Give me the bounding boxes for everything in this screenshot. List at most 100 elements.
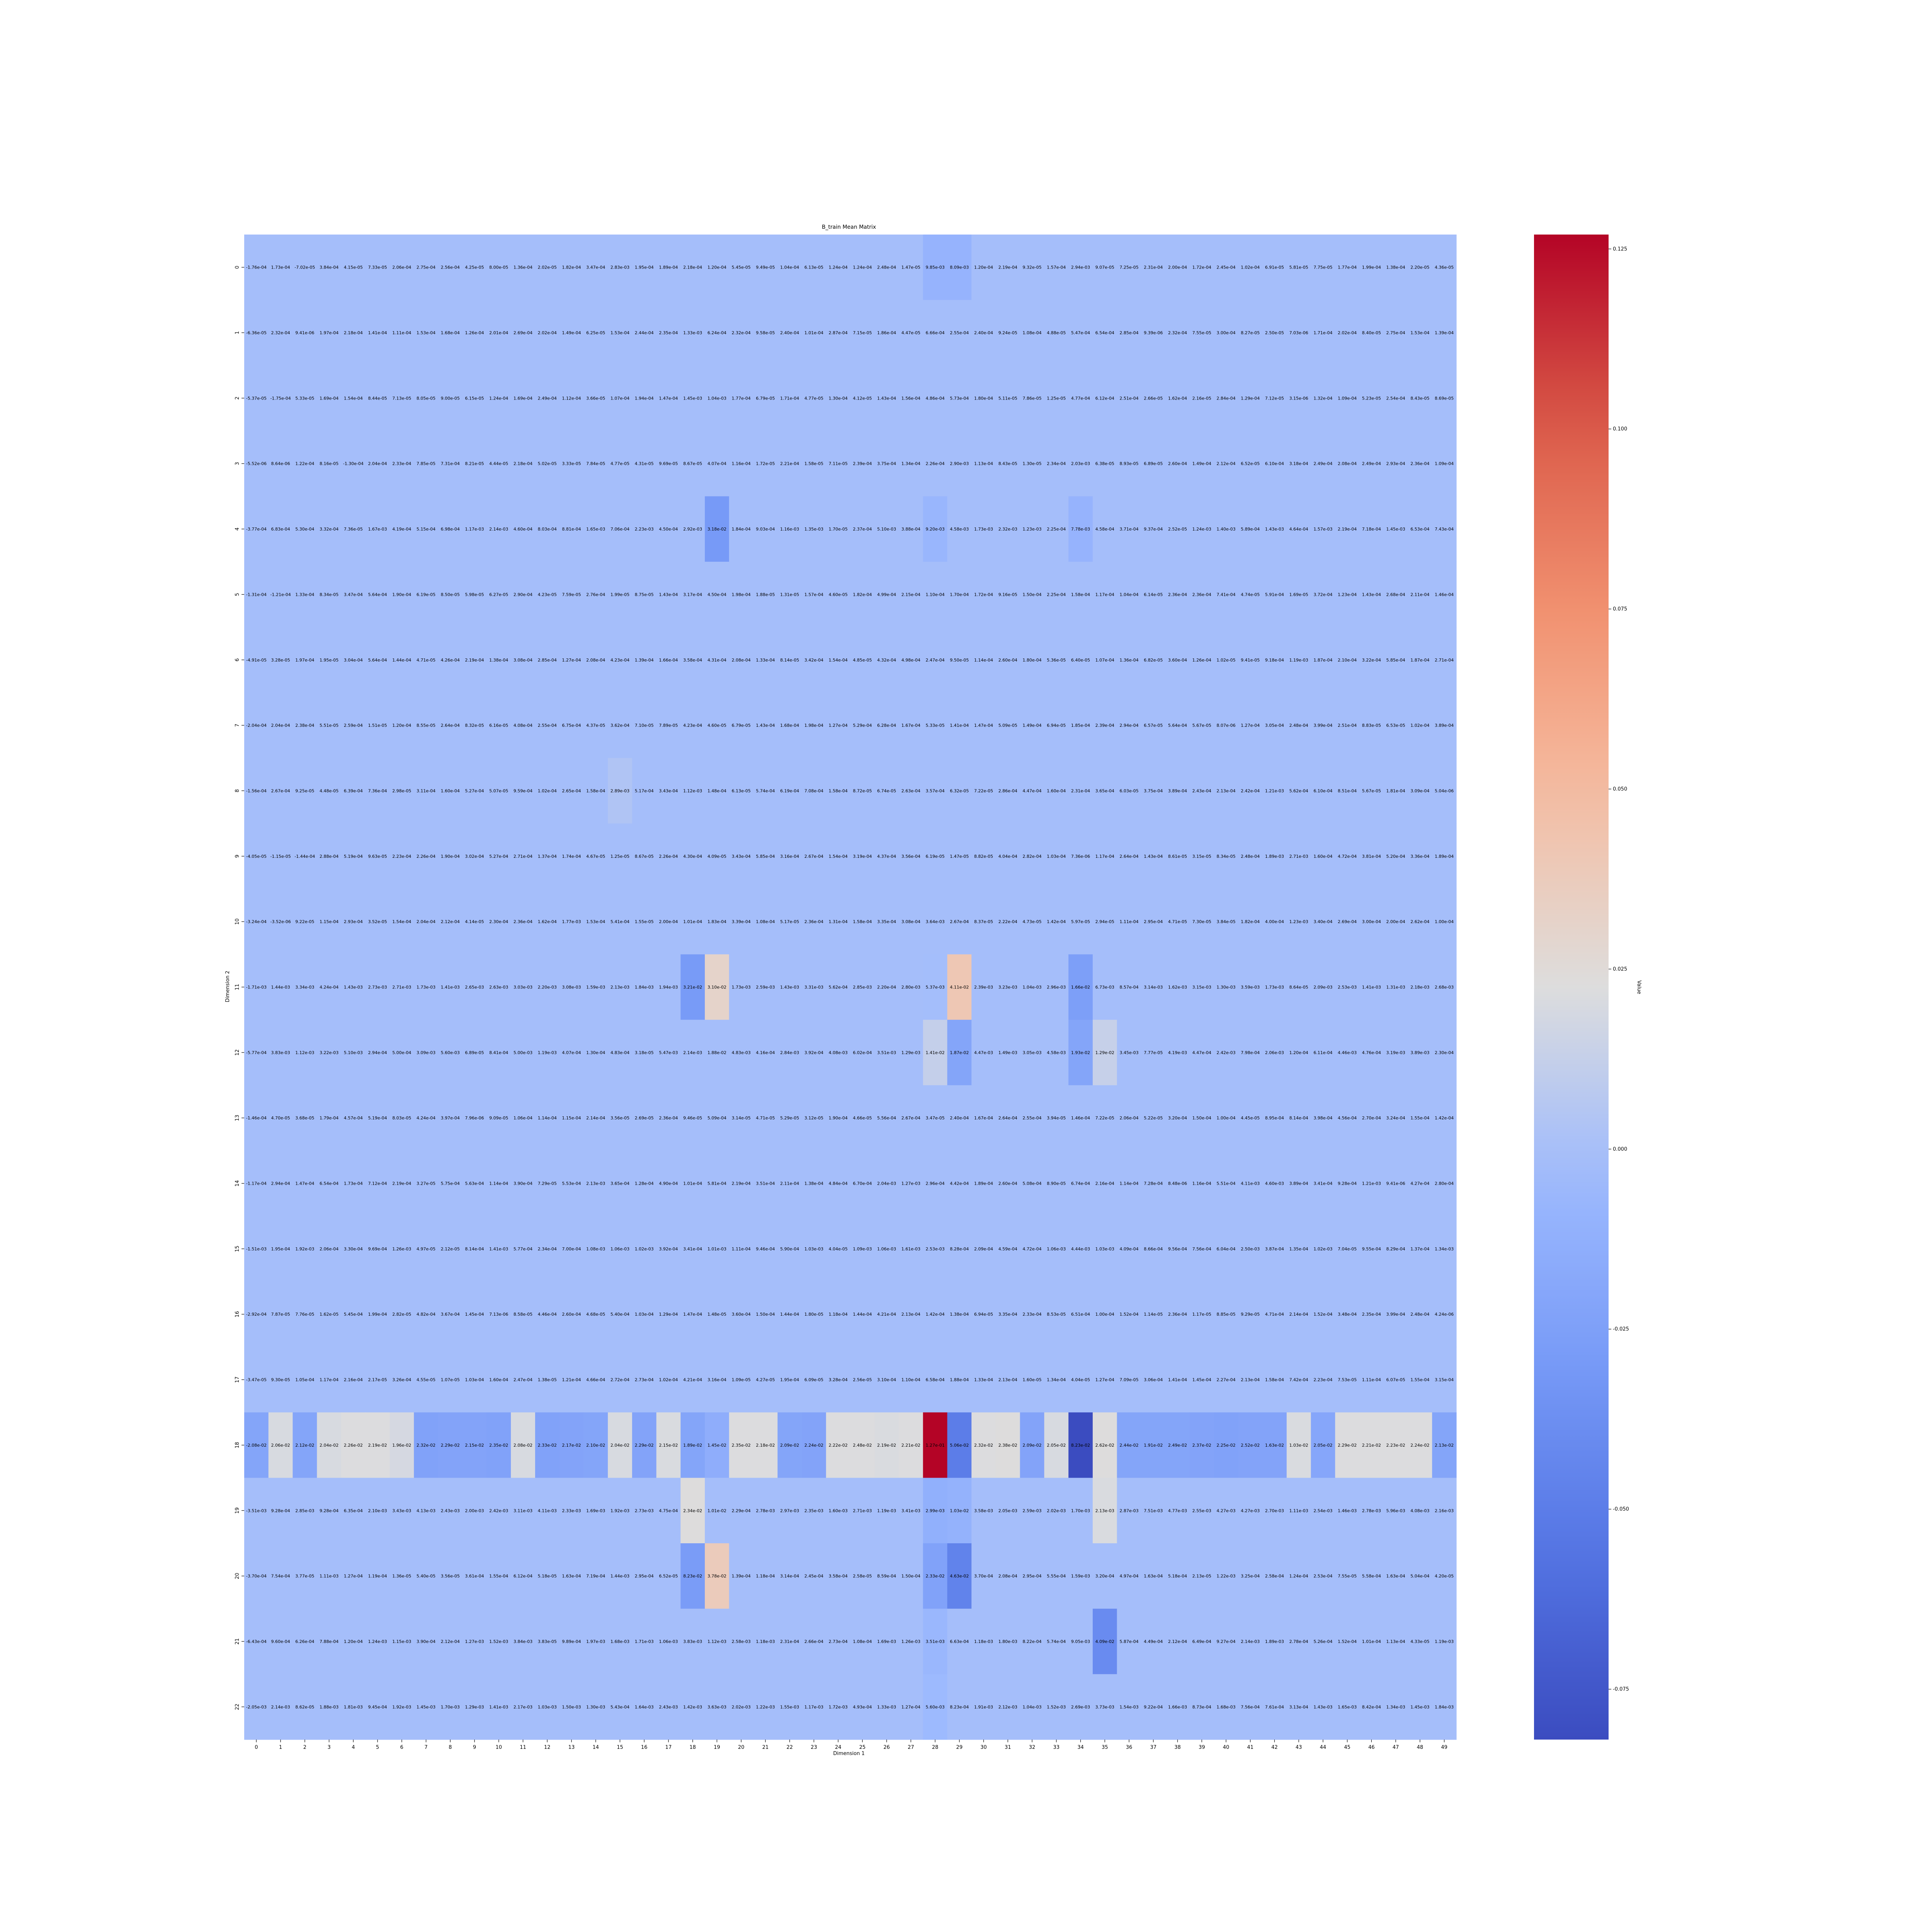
cell-annotation: 3.51e-03: [925, 1639, 944, 1644]
cell-annotation: 2.76e-04: [586, 592, 605, 597]
cell-annotation: 5.96e-03: [1386, 1508, 1405, 1513]
cell-annotation: 1.25e-05: [1047, 396, 1066, 401]
heatmap-cell: [559, 823, 584, 889]
cell-annotation: 2.96e-03: [1047, 985, 1066, 990]
cell-annotation: 1.54e-03: [1119, 1704, 1138, 1709]
cell-annotation: 2.48e-04: [1289, 723, 1308, 728]
heatmap-cell: [802, 889, 827, 955]
cell-annotation: 4.50e-04: [707, 592, 726, 597]
cell-annotation: 4.15e-05: [344, 265, 363, 270]
cell-annotation: 3.89e-04: [1435, 723, 1454, 728]
cell-annotation: 1.09e-03: [853, 1247, 872, 1252]
cell-annotation: 7.53e-05: [1338, 1378, 1357, 1383]
cell-annotation: 3.56e-04: [901, 854, 920, 859]
cell-annotation: 3.39e-04: [732, 919, 751, 924]
heatmap-cell: [293, 300, 317, 366]
heatmap-cell: [802, 627, 827, 693]
x-tick-label: 35: [1102, 1745, 1108, 1750]
heatmap-cell: [753, 823, 778, 889]
heatmap-cell: [486, 496, 511, 562]
cell-annotation: 8.58e-05: [514, 1312, 532, 1317]
cell-annotation: 1.53e-04: [1410, 330, 1429, 335]
heatmap-cell: [583, 627, 608, 693]
heatmap-cell: [705, 431, 730, 497]
heatmap-cell: [947, 431, 972, 497]
heatmap-cell: [1359, 889, 1384, 955]
heatmap-cell: [535, 561, 560, 628]
cell-annotation: 5.60e-03: [441, 1050, 460, 1055]
heatmap-cell: [898, 235, 923, 300]
cell-annotation: 3.17e-04: [683, 592, 702, 597]
cell-annotation: 9.41e-06: [1386, 1181, 1405, 1186]
colorbar-tick-label: -0.050: [1613, 1507, 1629, 1512]
heatmap-cell: [656, 300, 681, 366]
cell-annotation: 1.42e-03: [683, 1704, 702, 1709]
cell-annotation: 1.95e-04: [780, 1378, 799, 1383]
heatmap-cell: [802, 300, 827, 366]
cell-annotation: 1.09e-05: [732, 1378, 751, 1383]
cell-annotation: -1.15e-05: [270, 854, 291, 859]
cell-annotation: 1.17e-04: [1095, 592, 1114, 597]
cell-annotation: 2.48e-04: [1410, 1312, 1429, 1317]
heatmap-cell: [753, 235, 778, 300]
y-tick-label: 5: [235, 593, 240, 596]
cell-annotation: 2.06e-03: [1265, 1050, 1284, 1055]
cell-annotation: 7.98e-04: [1241, 1050, 1260, 1055]
heatmap-cell: [389, 692, 414, 759]
cell-annotation: 6.16e-05: [489, 723, 508, 728]
cell-annotation: 2.12e-04: [1168, 1639, 1187, 1644]
cell-annotation: 3.03e-03: [514, 985, 532, 990]
x-tick-label: 49: [1441, 1745, 1447, 1750]
cell-annotation: 2.17e-05: [368, 1378, 387, 1383]
heatmap-cell: [729, 758, 754, 824]
cell-annotation: 4.71e-05: [1168, 919, 1187, 924]
colorbar-tick-label: 0.125: [1613, 246, 1627, 252]
cell-annotation: 8.23e-02: [683, 1574, 702, 1579]
heatmap-cell: [1068, 496, 1093, 562]
cell-annotation: 3.11e-04: [417, 788, 435, 793]
heatmap-cell: [898, 300, 923, 366]
heatmap-cell: [850, 496, 875, 562]
cell-annotation: 2.19e-02: [368, 1443, 387, 1448]
cell-annotation: 3.81e-04: [1362, 854, 1381, 859]
cell-annotation: 8.28e-04: [950, 1247, 969, 1252]
cell-annotation: 1.81e-03: [344, 1704, 363, 1709]
cell-annotation: 1.10e-04: [901, 1378, 920, 1383]
cell-annotation: 7.31e-04: [441, 461, 460, 466]
heatmap-cell: [583, 561, 608, 628]
cell-annotation: 3.34e-03: [295, 985, 314, 990]
heatmap-cell: [1311, 235, 1335, 300]
x-tick-label: 20: [738, 1745, 745, 1750]
x-tick-label: 21: [762, 1745, 769, 1750]
cell-annotation: 6.82e-05: [1144, 658, 1163, 663]
cell-annotation: 2.36e-04: [1410, 461, 1429, 466]
cell-annotation: 6.58e-04: [925, 1378, 944, 1383]
cell-annotation: 5.19e-04: [368, 1116, 387, 1121]
cell-annotation: 7.56e-04: [1241, 1704, 1260, 1709]
cell-annotation: 5.15e-04: [417, 527, 435, 532]
heatmap-cell: [389, 889, 414, 955]
heatmap-cell: [632, 431, 657, 497]
cell-annotation: 9.85e-03: [925, 265, 944, 270]
cell-annotation: 2.05e-03: [998, 1508, 1017, 1513]
cell-annotation: 1.92e-03: [295, 1247, 314, 1252]
cell-annotation: 6.94e-05: [974, 1312, 993, 1317]
cell-annotation: 2.94e-03: [1071, 265, 1090, 270]
cell-annotation: 1.33e-03: [683, 330, 702, 335]
x-tick-label: 26: [883, 1745, 890, 1750]
heatmap-cell: [244, 235, 269, 300]
cell-annotation: 5.47e-04: [1071, 330, 1090, 335]
heatmap-cell: [317, 300, 342, 366]
heatmap-cell: [947, 365, 972, 431]
cell-annotation: 8.81e-04: [562, 527, 581, 532]
cell-annotation: 5.98e-05: [465, 592, 484, 597]
cell-annotation: 3.20e-04: [1095, 1574, 1114, 1579]
cell-annotation: 1.53e-04: [611, 330, 629, 335]
cell-annotation: 4.37e-05: [586, 723, 605, 728]
cell-annotation: 5.40e-05: [417, 1574, 435, 1579]
cell-annotation: 1.69e-04: [514, 396, 532, 401]
heatmap-cell: [1117, 300, 1141, 366]
heatmap-cell: [511, 431, 536, 497]
chart-title: B_train Mean Matrix: [822, 224, 876, 230]
heatmap-cell: [1214, 561, 1238, 628]
